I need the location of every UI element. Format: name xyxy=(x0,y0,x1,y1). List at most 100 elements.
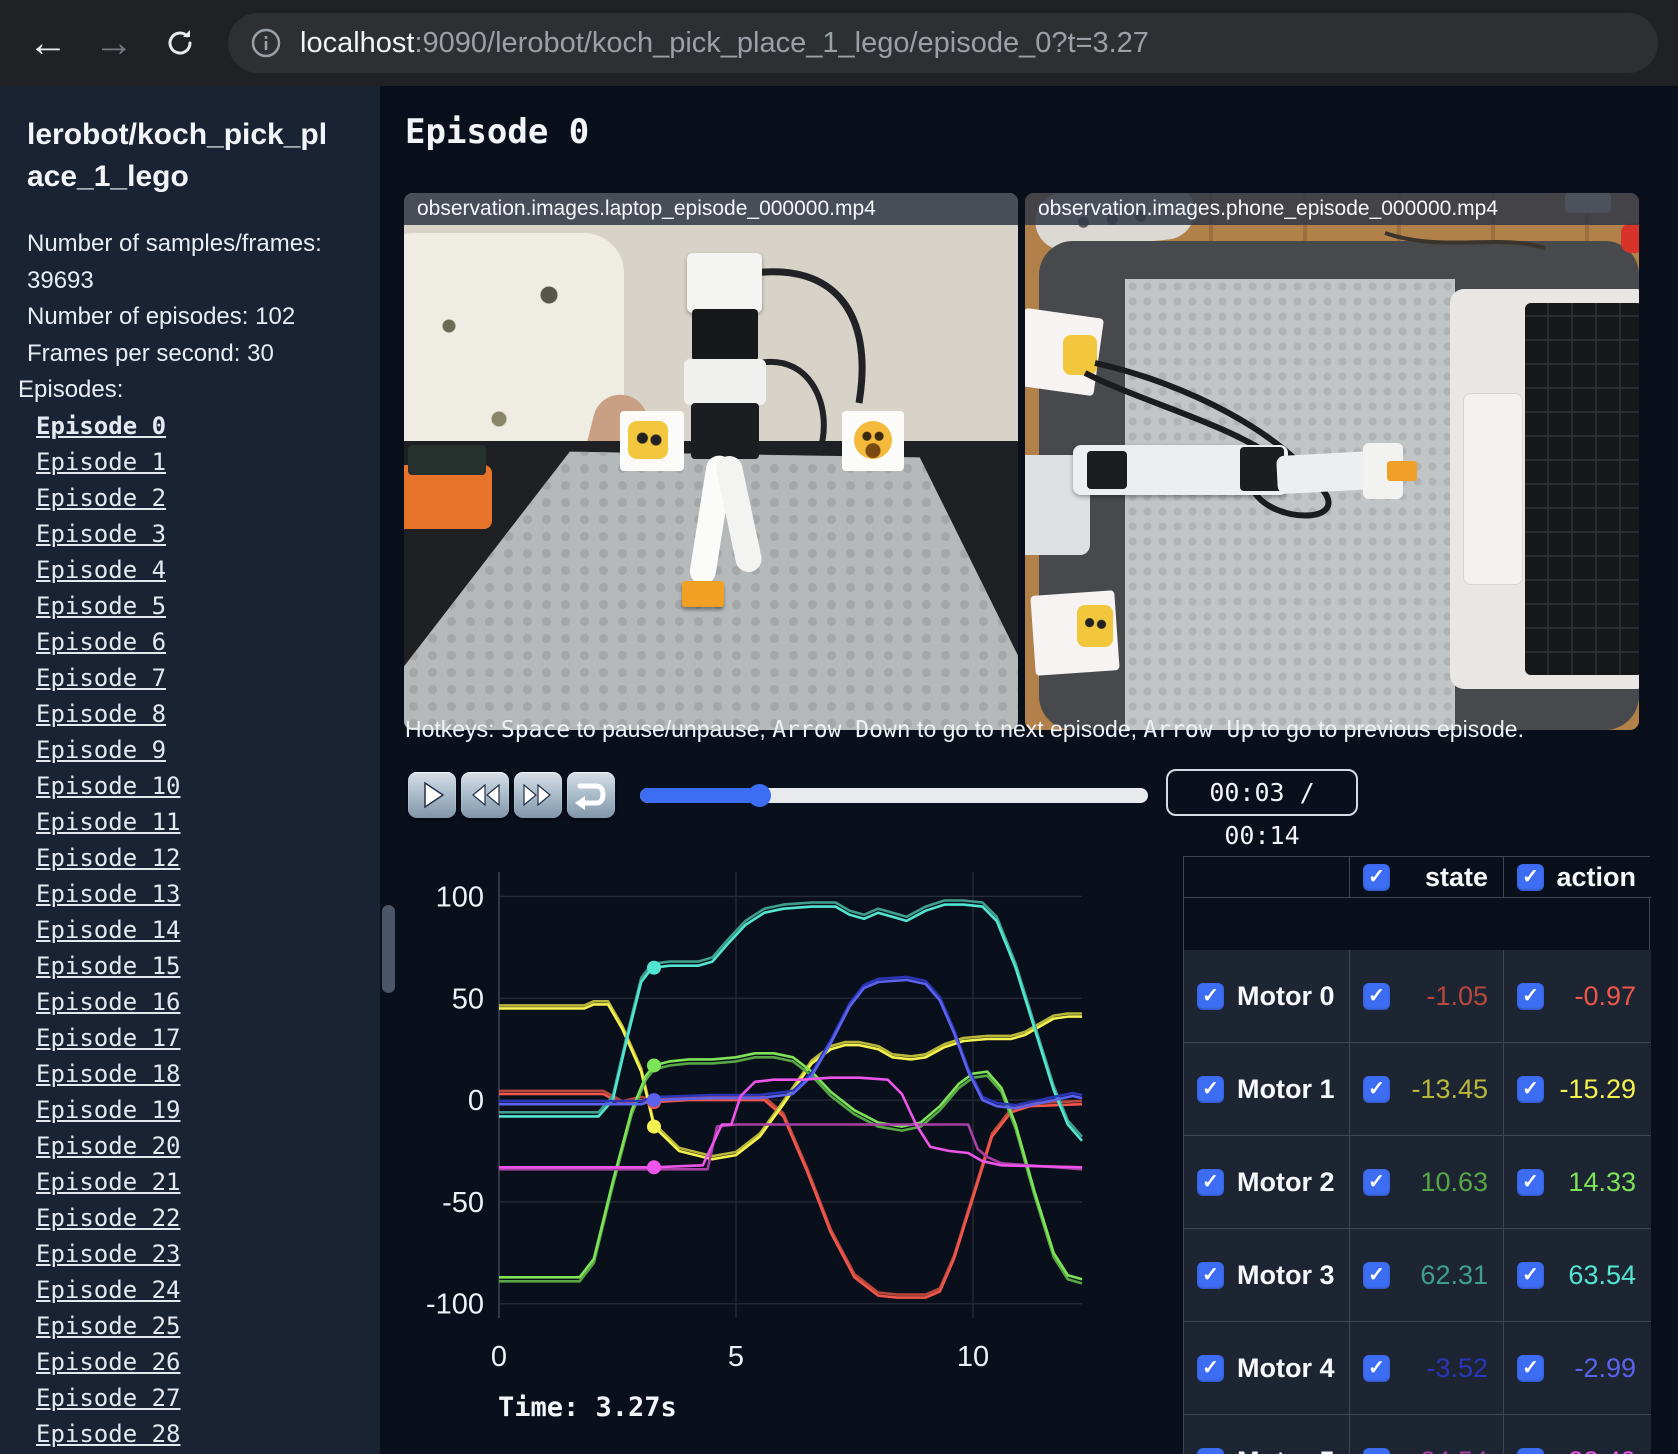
episode-link-10[interactable]: Episode 10 xyxy=(36,772,181,800)
episode-link-24[interactable]: Episode 24 xyxy=(36,1276,181,1304)
y-tick-label: 50 xyxy=(452,983,484,1015)
keyboard xyxy=(1525,303,1639,675)
episode-link-19[interactable]: Episode 19 xyxy=(36,1096,181,1124)
motor-3-state-cell: ✓ 62.31 xyxy=(1350,1229,1504,1322)
motor-checkbox-5[interactable]: ✓ xyxy=(1197,1447,1224,1454)
motor-1-state-value: -13.45 xyxy=(1411,1073,1488,1104)
sidebar-scrollbar-thumb[interactable] xyxy=(382,905,395,993)
motor-0-action-cell: ✓ -0.97 xyxy=(1504,950,1651,1043)
x-tick-label: 0 xyxy=(491,1341,507,1373)
y-tick-label: -50 xyxy=(442,1187,484,1219)
motor-3-action-value: 63.54 xyxy=(1568,1259,1636,1290)
episode-link-18[interactable]: Episode 18 xyxy=(36,1060,181,1088)
reload-icon[interactable] xyxy=(158,18,202,68)
episode-link-0[interactable]: Episode 0 xyxy=(36,412,167,440)
episode-link-14[interactable]: Episode 14 xyxy=(36,916,181,944)
episode-list: Episode 0 Episode 1 Episode 2 Episode 3 Epis… xyxy=(36,408,366,1452)
episode-link-26[interactable]: Episode 26 xyxy=(36,1348,181,1376)
motor-0-state-checkbox[interactable]: ✓ xyxy=(1363,982,1390,1010)
motor-5-action-checkbox[interactable]: ✓ xyxy=(1517,1447,1544,1454)
motor-checkbox-2[interactable]: ✓ xyxy=(1197,1168,1224,1196)
video-filename: observation.images.phone_episode_000000.… xyxy=(1025,193,1639,225)
play-button[interactable] xyxy=(408,772,456,818)
episode-link-21[interactable]: Episode 21 xyxy=(36,1168,181,1196)
episode-link-1[interactable]: Episode 1 xyxy=(36,448,167,476)
episode-link-25[interactable]: Episode 25 xyxy=(36,1312,181,1340)
motor-4-state-checkbox[interactable]: ✓ xyxy=(1363,1354,1390,1382)
motor-row-label-1: ✓ Motor 1 xyxy=(1184,1043,1350,1136)
motor-5-state-checkbox[interactable]: ✓ xyxy=(1363,1447,1390,1454)
motor-row-label-3: ✓ Motor 3 xyxy=(1184,1229,1350,1322)
forward-icon[interactable]: → xyxy=(94,21,134,65)
seek-slider[interactable] xyxy=(640,784,1148,807)
episode-link-27[interactable]: Episode 27 xyxy=(36,1384,181,1412)
episode-link-11[interactable]: Episode 11 xyxy=(36,808,181,836)
motor-0-action-value: -0.97 xyxy=(1574,980,1636,1011)
motor-row-label-5: ✓ Motor 5 xyxy=(1184,1415,1350,1454)
motor-checkbox-4[interactable]: ✓ xyxy=(1197,1354,1224,1382)
fast-forward-button[interactable] xyxy=(514,772,562,818)
motor-name: Motor 3 xyxy=(1237,1259,1335,1290)
motor-5-state-cell: ✓ -34.54 xyxy=(1350,1415,1504,1454)
motor-4-action-value: -2.99 xyxy=(1574,1352,1636,1383)
episode-link-5[interactable]: Episode 5 xyxy=(36,592,167,620)
motor-row-label-4: ✓ Motor 4 xyxy=(1184,1322,1350,1415)
red-object xyxy=(1621,223,1639,253)
episode-link-16[interactable]: Episode 16 xyxy=(36,988,181,1016)
back-icon[interactable]: ← xyxy=(28,21,68,65)
episode-link-12[interactable]: Episode 12 xyxy=(36,844,181,872)
episode-link-2[interactable]: Episode 2 xyxy=(36,484,167,512)
motor-checkbox-3[interactable]: ✓ xyxy=(1197,1261,1224,1289)
motor-4-action-checkbox[interactable]: ✓ xyxy=(1517,1354,1544,1382)
episode-link-23[interactable]: Episode 23 xyxy=(36,1240,181,1268)
motor-checkbox-1[interactable]: ✓ xyxy=(1197,1075,1224,1103)
motor-2-action-checkbox[interactable]: ✓ xyxy=(1517,1168,1544,1196)
motor-4-action-cell: ✓ -2.99 xyxy=(1504,1322,1651,1415)
stat-line: Number of episodes: 102 xyxy=(27,303,296,330)
video-laptop-camera[interactable]: observation.images.laptop_episode_000000… xyxy=(404,193,1018,730)
episode-link-20[interactable]: Episode 20 xyxy=(36,1132,181,1160)
page-title: Episode 0 xyxy=(405,112,590,152)
dataset-stats: Number of samples/frames: 39693 Number of… xyxy=(18,226,347,409)
motor-1-action-cell: ✓ -15.29 xyxy=(1504,1043,1651,1136)
episode-link-4[interactable]: Episode 4 xyxy=(36,556,167,584)
episode-link-6[interactable]: Episode 6 xyxy=(36,628,167,656)
y-tick-label: -100 xyxy=(426,1289,484,1321)
episode-link-13[interactable]: Episode 13 xyxy=(36,880,181,908)
action-header-checkbox[interactable]: ✓ xyxy=(1517,863,1544,891)
motor-2-state-checkbox[interactable]: ✓ xyxy=(1363,1168,1390,1196)
video-phone-camera[interactable]: observation.images.phone_episode_000000.… xyxy=(1025,193,1639,730)
motor-checkbox-0[interactable]: ✓ xyxy=(1197,982,1224,1010)
motor-row-label-2: ✓ Motor 2 xyxy=(1184,1136,1350,1229)
motor-2-state-value: 10.63 xyxy=(1420,1166,1488,1197)
state-header-checkbox[interactable]: ✓ xyxy=(1363,863,1390,891)
url-text: localhost:9090/lerobot/koch_pick_place_1… xyxy=(300,26,1149,59)
sidebar: lerobot/koch_pick_place_1_lego Number of… xyxy=(0,86,380,1454)
episode-link-9[interactable]: Episode 9 xyxy=(36,736,167,764)
rewind-button[interactable] xyxy=(461,772,509,818)
episode-link-7[interactable]: Episode 7 xyxy=(36,664,167,692)
motor-3-state-checkbox[interactable]: ✓ xyxy=(1363,1261,1390,1289)
motor-2-action-value: 14.33 xyxy=(1568,1166,1636,1197)
motor-1-action-checkbox[interactable]: ✓ xyxy=(1517,1075,1544,1103)
action-header: ✓ action xyxy=(1504,857,1651,898)
motor-1-state-checkbox[interactable]: ✓ xyxy=(1363,1075,1390,1103)
episode-link-28[interactable]: Episode 28 xyxy=(36,1420,181,1448)
seek-slider-thumb[interactable] xyxy=(748,784,772,807)
motor-0-action-checkbox[interactable]: ✓ xyxy=(1517,982,1544,1010)
url-bar[interactable]: localhost:9090/lerobot/koch_pick_place_1… xyxy=(228,13,1658,73)
motor-row-label-0: ✓ Motor 0 xyxy=(1184,950,1350,1043)
episode-link-8[interactable]: Episode 8 xyxy=(36,700,167,728)
motor-3-action-cell: ✓ 63.54 xyxy=(1504,1229,1651,1322)
episode-link-17[interactable]: Episode 17 xyxy=(36,1024,181,1052)
episode-link-15[interactable]: Episode 15 xyxy=(36,952,181,980)
episode-link-3[interactable]: Episode 3 xyxy=(36,520,167,548)
motor-1-action-value: -15.29 xyxy=(1559,1073,1636,1104)
video-phone-art xyxy=(1025,193,1639,730)
motor-3-action-checkbox[interactable]: ✓ xyxy=(1517,1261,1544,1289)
episodes-heading: Episodes: xyxy=(18,376,124,403)
page-info-icon[interactable] xyxy=(250,27,282,59)
loop-button[interactable] xyxy=(567,772,615,818)
episode-link-22[interactable]: Episode 22 xyxy=(36,1204,181,1232)
